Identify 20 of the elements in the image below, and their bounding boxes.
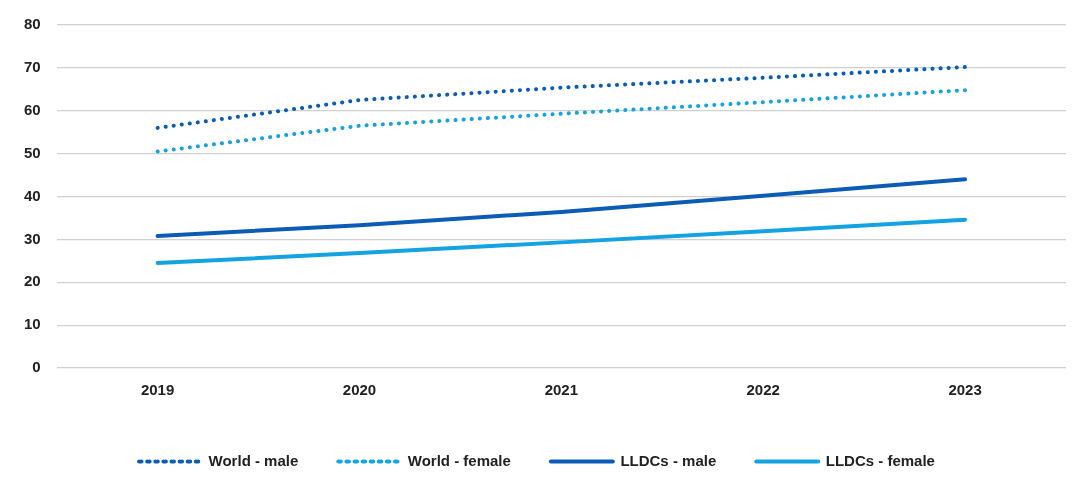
x-tick-label: 2023 — [948, 381, 982, 399]
legend-label: World - female — [407, 451, 511, 469]
y-tick-label: 0 — [32, 358, 41, 376]
line-series — [155, 65, 968, 130]
x-tick-label: 2022 — [746, 381, 780, 399]
line-series — [155, 88, 968, 154]
y-tick-label: 20 — [24, 272, 41, 290]
x-tick-label: 2019 — [140, 381, 175, 399]
legend-label: LLDCs - male — [620, 451, 717, 469]
y-tick-label: 50 — [24, 143, 41, 161]
x-tick-label: 2021 — [544, 381, 579, 399]
y-tick-label: 40 — [24, 186, 41, 204]
y-tick-label: 70 — [24, 58, 41, 76]
y-tick-label: 60 — [24, 100, 41, 118]
legend-label: World - male — [208, 451, 299, 469]
legend-label: LLDCs - female — [825, 451, 935, 469]
y-tick-label: 80 — [24, 15, 41, 33]
y-tick-label: 10 — [24, 315, 41, 333]
y-tick-label: 30 — [24, 229, 41, 247]
x-tick-label: 2020 — [342, 381, 377, 399]
